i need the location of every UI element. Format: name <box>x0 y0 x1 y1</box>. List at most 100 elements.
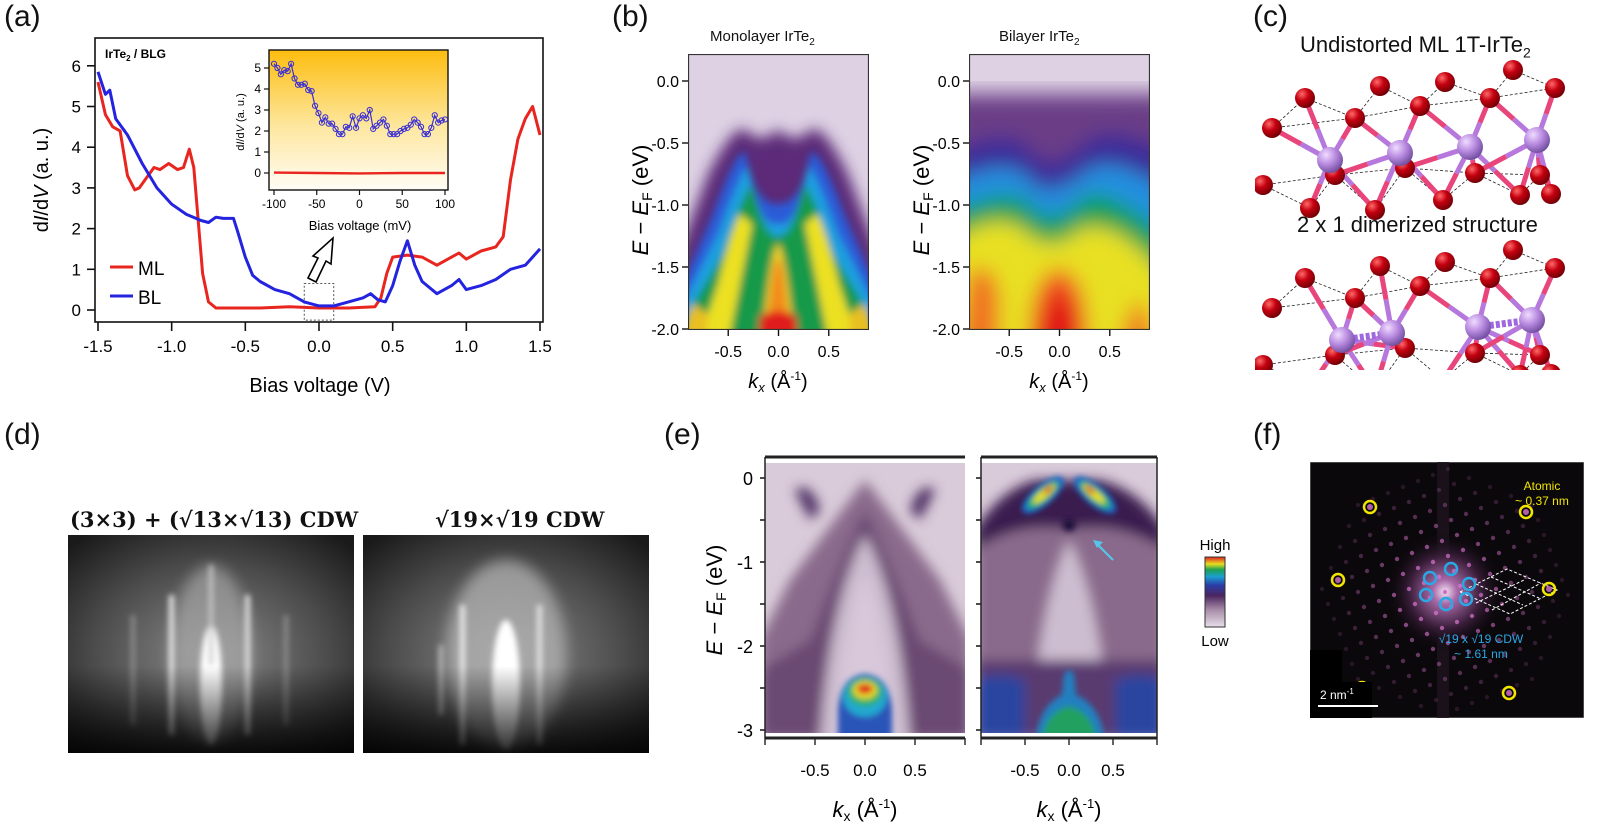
rheed-image-right <box>363 535 649 753</box>
title-monolayer: Monolayer IrTe2 <box>710 28 815 48</box>
inset-data-point <box>438 117 445 124</box>
ir-te-bond <box>1356 363 1365 370</box>
y-tick-label: -0.5 <box>651 136 679 153</box>
fft-spot <box>1415 565 1421 571</box>
te-te-dashed-bond <box>1454 352 1476 370</box>
inset-data-point <box>404 124 411 131</box>
fft-spot <box>1367 619 1373 625</box>
fft-spot <box>1364 568 1370 574</box>
fft-spot <box>1442 502 1448 508</box>
x-axis-label: kx (Å-1) <box>1036 796 1101 824</box>
atomic-peak <box>1546 586 1552 592</box>
inset-data-point <box>390 131 397 138</box>
atomic-peak-marker-icon <box>1330 572 1346 588</box>
fft-spot <box>1439 625 1445 631</box>
fft-spot <box>1424 544 1430 550</box>
te-atom <box>1480 88 1500 108</box>
ir-atom <box>1317 147 1343 173</box>
y-tick-label: 0 <box>743 469 753 489</box>
x-axis-label: kx (Å-1) <box>1029 369 1088 395</box>
te-atom <box>1295 88 1315 108</box>
fft-spot <box>1475 541 1481 547</box>
inset-data-point <box>428 124 435 131</box>
x-tick-label: -0.5 <box>800 761 829 780</box>
inset-data-point <box>294 81 302 88</box>
fft-spot <box>1487 571 1493 577</box>
x-tick-label: 0.5 <box>1101 761 1125 780</box>
fft-spot <box>1454 706 1460 712</box>
te-atom <box>1435 72 1455 92</box>
atomic-peak <box>1367 504 1373 510</box>
te-atom <box>1465 343 1485 363</box>
inset-data-point <box>400 125 408 132</box>
x-tick-label: 0.0 <box>307 337 331 356</box>
te-te-dashed-bond <box>1334 174 1376 211</box>
fft-spot <box>1379 562 1385 568</box>
fft-spot <box>1481 556 1487 562</box>
fft-spot <box>1499 514 1505 520</box>
fft-spot <box>1391 592 1397 598</box>
colorbar <box>1204 556 1226 628</box>
ir-atom <box>1465 314 1491 340</box>
atomic-peak <box>1335 577 1341 583</box>
inset-data-point <box>308 88 315 95</box>
y-tick-label: -1 <box>737 553 753 573</box>
fft-spot <box>1565 592 1571 598</box>
inset-data-point <box>421 131 428 138</box>
sample-annotation: IrTe2 / BLG <box>105 47 166 63</box>
fft-spot <box>1529 676 1535 682</box>
inset-data-point <box>411 116 418 123</box>
fft-spot <box>1367 532 1373 538</box>
fft-spot <box>1418 529 1424 535</box>
fft-spot <box>1508 493 1514 499</box>
fft-spot <box>1490 622 1496 628</box>
fft-spot <box>1415 652 1421 658</box>
ir-atom <box>1524 127 1550 153</box>
te-te-dashed-bond <box>1388 347 1406 370</box>
te-te-dashed-bond <box>1271 297 1356 309</box>
rheed-image-left <box>68 535 354 753</box>
fft-spot <box>1382 613 1388 619</box>
x-axis-label: Bias voltage (V) <box>249 375 390 397</box>
te-atom <box>1545 78 1565 98</box>
fft-spot <box>1361 604 1367 610</box>
cdw-peak-marker-icon <box>1458 591 1474 607</box>
fft-spot <box>1376 511 1382 517</box>
fft-spot <box>1352 625 1358 631</box>
fft-spot <box>1403 535 1409 541</box>
panel-a-sts-chart: -1.5 -1.0 -0.5 0.0 0.5 1.0 1.5 0 1 2 3 4 5 6 -100 -50 0… <box>31 37 552 397</box>
fft-spot <box>1343 646 1349 652</box>
fft-spot <box>1355 589 1361 595</box>
y-tick-label: -3 <box>737 721 753 741</box>
fft-spot <box>1550 598 1556 604</box>
inset-y-tick-label: 4 <box>254 82 261 96</box>
fft-spot <box>1406 586 1412 592</box>
structure-title-dimerized: 2 x 1 dimerized structure <box>1297 212 1538 237</box>
inset-data-point <box>298 81 305 88</box>
fft-spot <box>1364 655 1370 661</box>
fft-spot <box>1457 496 1463 502</box>
fft-spot <box>1526 538 1532 544</box>
te-atom <box>1503 60 1523 80</box>
fft-spot <box>1370 670 1376 676</box>
fft-spot <box>1517 646 1523 652</box>
fft-spot <box>1421 667 1427 673</box>
te-te-dashed-bond <box>1374 167 1406 211</box>
fft-spot <box>1361 517 1367 523</box>
fft-spot <box>1502 652 1508 658</box>
te-te-dashed-bond <box>1474 352 1541 356</box>
fft-spot <box>1358 640 1364 646</box>
te-te-dashed-bond <box>1304 277 1356 299</box>
fft-spot <box>1391 505 1397 511</box>
te-atom <box>1433 190 1453 210</box>
x-tick-label: 0.5 <box>1099 344 1121 361</box>
cdw-peak-marker-icon <box>1418 587 1434 603</box>
fft-spot <box>1508 667 1514 673</box>
fft-spot <box>1412 601 1418 607</box>
fft-spot <box>1478 505 1484 511</box>
fft-spot <box>1493 586 1499 592</box>
fft-spot <box>1472 664 1478 670</box>
fft-spot <box>1463 511 1469 517</box>
inset-data-point <box>342 123 349 130</box>
inset-x-tick-label: 0 <box>356 197 363 211</box>
